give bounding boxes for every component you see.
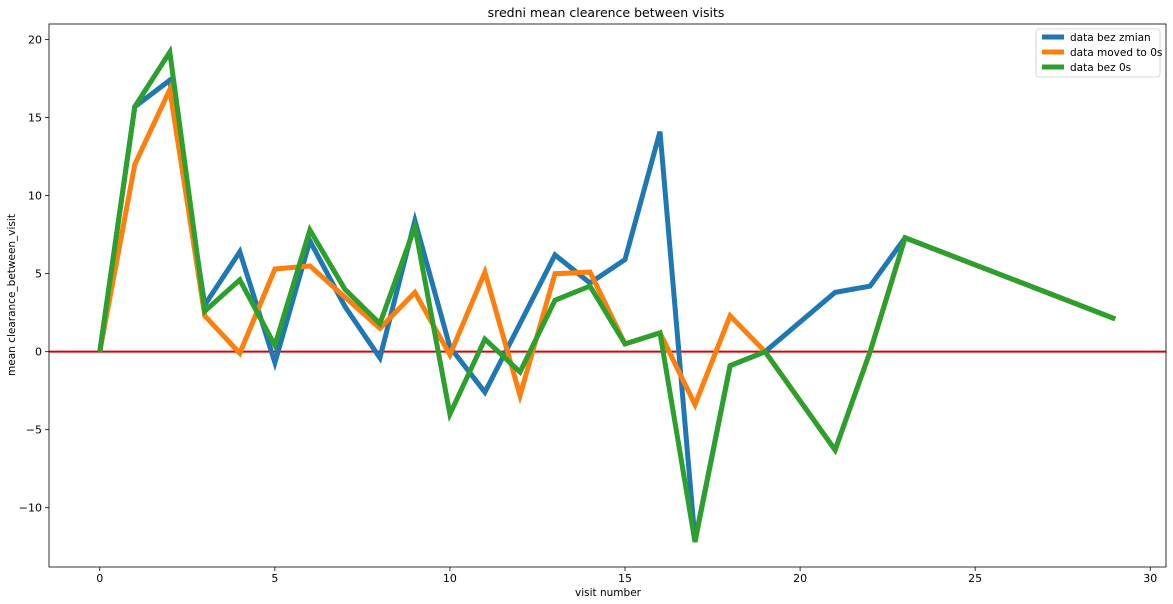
y-tick-label: 20: [28, 34, 42, 47]
x-tick-label: 20: [793, 572, 807, 585]
x-tick-label: 0: [96, 572, 103, 585]
chart-title: sredni mean clearence between visits: [488, 5, 725, 20]
x-tick-label: 25: [968, 572, 982, 585]
y-tick-label: 10: [28, 190, 42, 203]
x-tick-label: 10: [443, 572, 457, 585]
legend-box: [1035, 28, 1161, 78]
series-line-2: [97, 45, 1117, 543]
y-axis-label: mean clearance_between_visit: [6, 214, 18, 376]
legend-label-0: data bez zmian: [1070, 32, 1151, 44]
y-tick-label: 0: [35, 346, 42, 359]
legend: data bez zmian data moved to 0s data bez 0…: [1035, 28, 1162, 78]
x-tick-label: 5: [271, 572, 278, 585]
y-tick-label: −5: [26, 424, 42, 437]
legend-label-1: data moved to 0s: [1070, 47, 1162, 59]
plot-area: 0 5 10 15 20 25 30 −10 −5 0 5 10 15 20: [19, 23, 1167, 585]
y-tick-label: −10: [19, 502, 42, 515]
x-tick-label: 30: [1143, 572, 1157, 585]
legend-label-2: data bez 0s: [1070, 62, 1131, 74]
x-axis-label: visit number: [575, 587, 642, 599]
y-tick-label: 5: [35, 268, 42, 281]
axes-frame: [48, 23, 1167, 568]
x-tick-label: 15: [618, 572, 632, 585]
y-tick-label: 15: [28, 112, 42, 125]
